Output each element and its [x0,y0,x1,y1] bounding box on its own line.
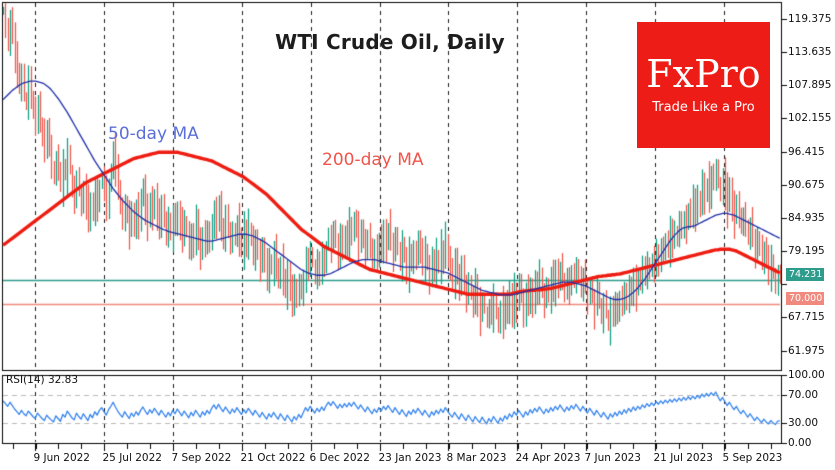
date-axis-tick-label: 6 Dec 2022 [309,452,370,464]
ma50-annotation: 50-day MA [108,124,199,144]
price-axis-tick-label: 67.715 [788,310,825,323]
page-title: WTI Crude Oil, Daily [275,30,505,54]
date-axis-tick-label: 21 Jul 2023 [653,452,713,464]
rsi-axis-tick-label: 100.00 [788,368,825,381]
price-axis-tick-label: 61.975 [788,344,825,357]
last-price-tag: 74.231 [786,268,825,281]
price-axis-tick-label: 119.375 [788,12,832,25]
date-axis-tick-label: 23 Jan 2023 [378,452,442,464]
date-axis-tick-label: 24 Apr 2023 [515,452,581,464]
logo-wordmark: FxPro [646,52,761,96]
price-axis-tick-label: 113.635 [788,45,832,58]
date-axis-tick-label: 7 Sep 2022 [171,452,232,464]
rsi-axis-tick-label: 0.00 [788,436,812,449]
date-axis-tick-label: 21 Oct 2022 [240,452,306,464]
fxpro-logo: FxPro Trade Like a Pro [637,22,770,148]
rsi-axis-tick-label: 30.00 [788,416,819,429]
logo-tagline: Trade Like a Pro [652,100,755,115]
price-axis-tick-label: 107.895 [788,78,832,91]
price-axis-tick-label: 84.935 [788,211,825,224]
ma200-annotation: 200-day MA [322,150,424,170]
date-axis-tick-label: 7 Jun 2023 [584,452,641,464]
price-axis-tick-label: 96.415 [788,145,825,158]
rsi-axis-tick-label: 70.00 [788,388,819,401]
level-price-tag: 70.000 [786,292,825,305]
date-axis-tick-label: 25 Jul 2022 [102,452,162,464]
date-axis-tick-label: 8 Mar 2023 [446,452,507,464]
date-axis-tick-label: 5 Sep 2023 [722,452,783,464]
price-axis-tick-label: 102.155 [788,111,832,124]
price-axis-tick-label: 90.675 [788,178,825,191]
rsi-indicator-label: RSI(14) 32.83 [6,374,79,386]
date-axis-tick-label: 9 Jun 2022 [33,452,90,464]
price-axis-tick-label: 79.195 [788,244,825,257]
